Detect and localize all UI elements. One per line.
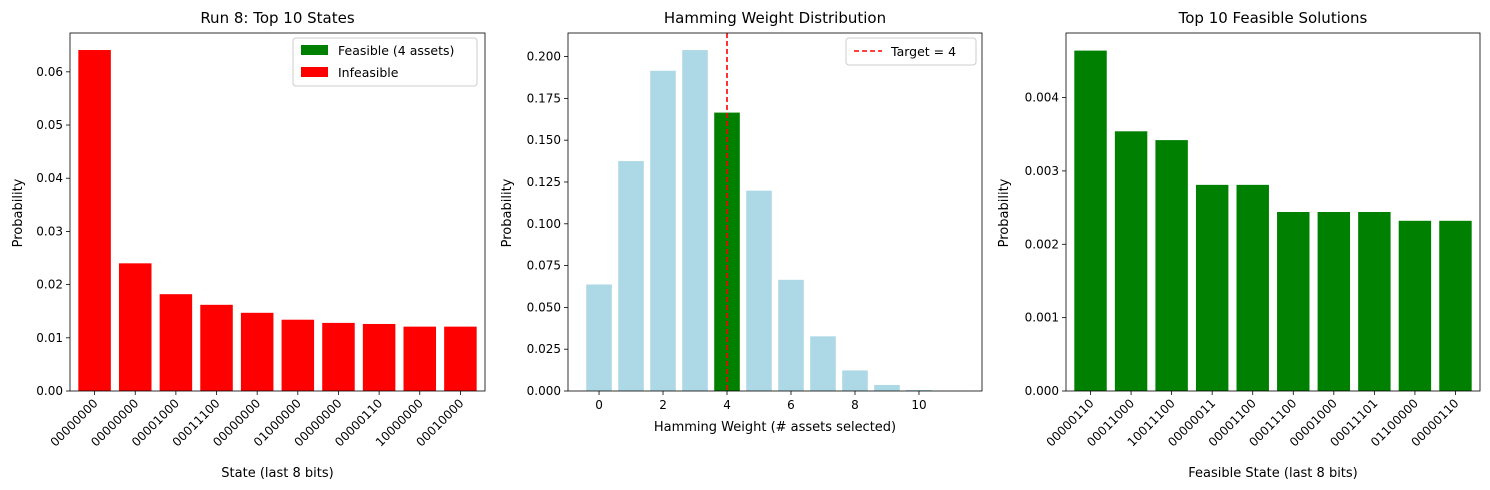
bar [159,294,193,391]
y-tick-label: 0.03 [36,224,63,238]
legend-label-feasible: Feasible (4 assets) [338,43,454,58]
bar [906,389,932,391]
x-tick-label: 2 [659,398,667,412]
y-tick-label: 0.004 [1025,91,1059,105]
legend: Feasible (4 assets) Infeasible [292,37,478,87]
bar [78,50,111,392]
x-axis-label: State (last 8 bits) [221,466,333,481]
panel-hamming-weight: Hamming Weight Distribution Probability … [500,9,983,435]
chart-title: Hamming Weight Distribution [664,9,886,27]
y-axis-label: Probability [500,178,515,247]
y-tick-label: 0.125 [527,175,561,189]
x-tick-label: 6 [787,398,795,412]
bars [1074,50,1472,391]
legend-box [845,37,977,66]
y-tick-label: 0.150 [527,133,561,147]
y-tick-label: 0.04 [36,171,63,185]
y-tick-label: 0.025 [527,342,561,356]
y-tick-label: 0.002 [1025,237,1059,251]
bar [118,263,152,391]
bar [618,161,644,391]
plot-frame [1065,32,1481,392]
y-tick-label: 0.000 [1025,384,1059,398]
legend: Target = 4 [845,37,977,66]
y-tick-label: 0.05 [36,118,63,132]
x-ticks: 0 2 4 6 8 10 [595,391,927,412]
bar [444,326,477,391]
bar [322,322,355,391]
x-ticks: 0000000000000000000010000001110000000000… [48,391,467,449]
bar [281,319,315,391]
legend-swatch-feasible [301,45,328,55]
chart-title: Top 10 Feasible Solutions [1178,9,1368,27]
bar [778,279,804,391]
y-tick-label: 0.075 [527,259,561,273]
bar [682,50,708,392]
bar [1317,212,1351,391]
bar [1114,131,1148,391]
bar [240,312,274,391]
bar [403,326,437,391]
y-tick-label: 0.175 [527,91,561,105]
x-ticks: 0000011000011000100111000000001100001100… [1044,391,1462,449]
bar [586,284,612,391]
chart-title: Run 8: Top 10 States [200,9,355,27]
x-tick-label: 8 [851,398,859,412]
bar [874,384,900,391]
y-axis-label: Probability [11,178,26,247]
y-tick-label: 0.100 [527,217,561,231]
bar [1195,184,1229,391]
bar [810,336,836,391]
panel-top-states: Run 8: Top 10 States Probability State (… [11,9,486,481]
y-tick-label: 0.01 [36,331,63,345]
legend-label-target: Target = 4 [890,44,956,59]
x-tick-label: 10 [911,398,926,412]
y-tick-label: 0.050 [527,300,561,314]
y-tick-label: 0.200 [527,50,561,64]
y-tick-label: 0.06 [36,65,63,79]
x-tick-label: 4 [723,398,731,412]
y-ticks: 0.00 0.01 0.02 0.03 0.04 0.05 0.06 [36,65,70,398]
bar [1398,220,1432,391]
plot-frame [567,32,983,392]
bars [586,50,964,392]
y-tick-label: 0.00 [36,384,63,398]
bar [842,370,868,391]
x-axis-label: Feasible State (last 8 bits) [1188,466,1358,481]
legend-swatch-infeasible [301,67,328,77]
bar [1358,212,1391,391]
y-ticks: 0.000 0.025 0.050 0.075 0.100 0.125 0.150 0.175… [527,50,568,398]
bar [1439,220,1472,391]
bar [1155,140,1188,391]
legend-box [292,37,478,87]
bar [1277,212,1310,391]
bar [746,190,772,391]
y-axis-label: Probability [997,178,1012,247]
bar [650,70,676,391]
y-tick-label: 0.003 [1025,164,1059,178]
x-axis-label: Hamming Weight (# assets selected) [654,420,896,435]
y-tick-label: 0.001 [1025,311,1059,325]
y-tick-label: 0.02 [36,278,63,292]
bar [200,304,233,391]
plot-frame [69,32,486,392]
bar [362,323,396,391]
panel-top-feasible: Top 10 Feasible Solutions Probability Fe… [997,9,1481,481]
x-tick-label: 0 [595,398,603,412]
y-ticks: 0.000 0.001 0.002 0.003 0.004 [1025,91,1066,398]
bar [1074,50,1107,391]
y-tick-label: 0.000 [527,384,561,398]
legend-label-infeasible: Infeasible [338,65,399,80]
bar [1236,184,1269,391]
bars [78,50,477,392]
